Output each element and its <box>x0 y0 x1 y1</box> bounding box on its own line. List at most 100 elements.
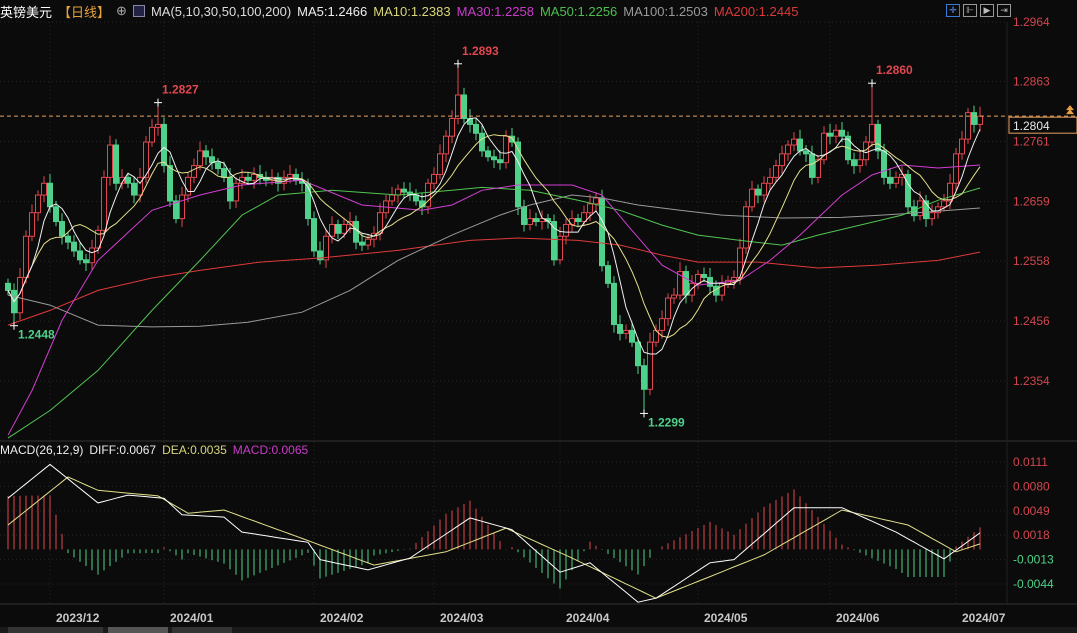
macd-tick-label: 0.0049 <box>1013 504 1050 518</box>
current-price-label: 1.2804 <box>1013 119 1050 133</box>
candle-down <box>359 241 365 246</box>
candle-down <box>131 182 137 196</box>
macd-tick-label: -0.0044 <box>1013 577 1054 591</box>
candle-up <box>503 135 509 164</box>
candle-down <box>113 144 119 184</box>
date-tick-label: 2024/03 <box>440 611 484 625</box>
candle-down <box>839 129 845 137</box>
candle-up <box>695 274 701 284</box>
candle-down <box>875 123 881 152</box>
candle-up <box>449 118 455 137</box>
candle-up <box>893 176 899 184</box>
candle-down <box>515 141 521 208</box>
date-tick-label: 2024/04 <box>566 611 610 625</box>
candle-down <box>317 250 323 261</box>
ma100-line <box>7 194 981 328</box>
ma-title: MA(5,10,30,50,100,200) <box>150 3 292 19</box>
candle-down <box>707 276 713 287</box>
diff-line <box>7 463 981 603</box>
price-tick-label: 1.2761 <box>1013 134 1050 148</box>
candle-up <box>197 150 203 167</box>
candle-up <box>557 235 563 261</box>
ma30-value: MA30:1.2258 <box>456 3 534 19</box>
candle-up <box>17 276 23 314</box>
candle-up <box>767 176 773 184</box>
candle-down <box>485 150 491 158</box>
candle-up <box>191 165 197 178</box>
candle-up <box>977 115 983 125</box>
tab-2[interactable] <box>108 627 168 633</box>
candle-up <box>965 112 971 140</box>
candle-down <box>611 282 617 326</box>
bottom-tab-bar <box>0 627 1077 633</box>
candle-up <box>665 297 671 320</box>
date-tick-label: 2023/12 <box>56 611 100 625</box>
candle-down <box>755 188 761 196</box>
ma5-value: MA5:1.2466 <box>297 3 368 19</box>
macd-tick-label: -0.0013 <box>1013 553 1054 567</box>
ma10-value: MA10:1.2383 <box>373 3 451 19</box>
candle-down <box>641 365 647 390</box>
period-selector[interactable]: 【日线】 <box>58 4 111 20</box>
candle-up <box>107 144 113 178</box>
current-price-box <box>1008 116 1077 134</box>
price-tick-label: 1.2964 <box>1013 15 1050 29</box>
price-arrow-icon <box>1066 105 1074 115</box>
candle-up <box>185 176 191 196</box>
candle-up <box>431 173 437 184</box>
candle-up <box>593 197 599 205</box>
candle-up <box>35 194 41 214</box>
candle-up <box>671 294 677 299</box>
candle-up <box>563 223 569 237</box>
date-tick-label: 2024/01 <box>170 611 214 625</box>
candle-down <box>551 221 557 261</box>
crosshair-icon[interactable]: ✛ <box>946 4 960 17</box>
candle-down <box>473 123 479 134</box>
candle-up <box>41 182 47 196</box>
candle-down <box>923 200 929 220</box>
tab-3[interactable] <box>172 627 232 633</box>
zoom-range-icon[interactable]: ⊩ <box>963 4 977 17</box>
candle-down <box>125 176 131 184</box>
candle-up <box>623 329 629 334</box>
candle-down <box>887 176 893 184</box>
candle-up <box>329 223 335 237</box>
play-forward-icon[interactable]: ▶ <box>980 4 994 17</box>
ma5-line <box>7 117 981 355</box>
candle-up <box>791 138 797 146</box>
low-label: 1.2448 <box>18 328 55 342</box>
candle-down <box>605 265 611 284</box>
candle-up <box>89 247 95 264</box>
dea-line <box>7 476 981 599</box>
candle-down <box>521 206 527 225</box>
ma-settings-icon[interactable] <box>132 5 145 17</box>
candle-down <box>467 118 473 125</box>
candle-down <box>905 173 911 208</box>
candle-down <box>221 168 227 178</box>
candle-down <box>293 173 299 181</box>
candle-down <box>851 159 857 167</box>
candle-up <box>323 235 329 261</box>
ma50-line <box>7 186 981 439</box>
jump-latest-icon[interactable]: ⇥ <box>997 4 1011 17</box>
date-tick-label: 2024/05 <box>704 611 748 625</box>
tab-1[interactable] <box>8 627 103 633</box>
candle-up <box>437 153 443 175</box>
candle-up <box>539 218 545 223</box>
candle-down <box>77 250 83 261</box>
candle-down <box>167 165 173 202</box>
candle-down <box>497 159 503 164</box>
candle-down <box>509 135 515 143</box>
macd-title: MACD(26,12,9) <box>0 443 84 457</box>
date-tick-label: 2024/07 <box>962 611 1006 625</box>
zoom-circle-icon[interactable]: ⊕ <box>116 3 127 18</box>
candle-down <box>215 162 221 170</box>
candle-down <box>533 218 539 223</box>
candle-down <box>635 341 641 367</box>
candle-down <box>311 218 317 252</box>
ma200-value: MA200:1.2445 <box>713 3 799 19</box>
candle-up <box>527 218 533 225</box>
candle-up <box>731 276 737 281</box>
high-label: 1.2893 <box>462 44 499 58</box>
